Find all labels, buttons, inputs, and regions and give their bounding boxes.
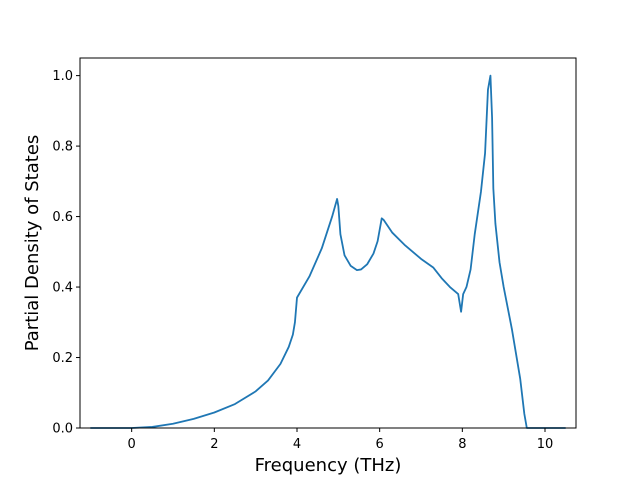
x-tick-label: 10 (537, 437, 554, 452)
x-tick-label: 0 (128, 437, 136, 452)
plot-frame (79, 57, 577, 429)
y-tick-label: 0.6 (52, 210, 73, 225)
pdos-series-line (90, 74, 566, 429)
y-tick-label: 1.0 (52, 69, 73, 84)
x-axis-title: Frequency (THz) (255, 455, 402, 476)
series-layer (90, 74, 566, 429)
x-tick-label: 2 (210, 437, 218, 452)
ticks-layer: 0 2 4 6 8 10 0.0 0.2 0.4 0.6 0.8 1.0 (52, 69, 553, 452)
x-tick-label: 6 (376, 437, 384, 452)
y-tick-label: 0.4 (52, 281, 73, 296)
x-tick-label: 4 (293, 437, 301, 452)
x-tick-label: 8 (458, 437, 466, 452)
y-tick-label: 0.2 (52, 351, 73, 366)
y-tick-label: 0.0 (52, 422, 73, 437)
plot-area (80, 58, 576, 428)
y-tick-label: 0.8 (52, 140, 73, 155)
y-axis-title: Partial Density of States (22, 135, 43, 352)
